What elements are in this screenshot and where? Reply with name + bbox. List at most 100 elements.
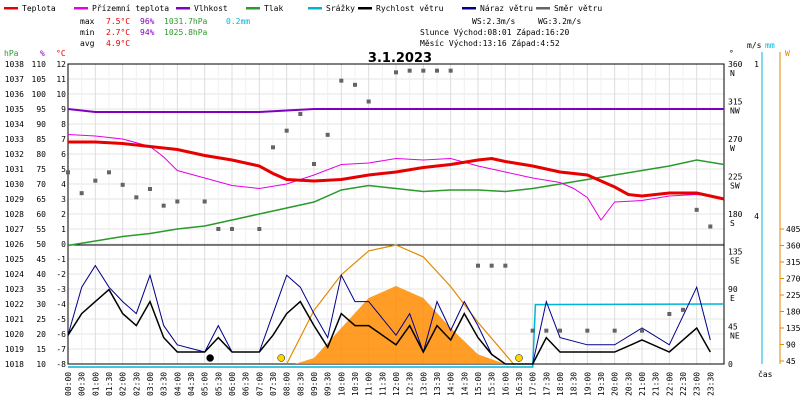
wind-dir-point [353,82,357,87]
tick-pct: 50 [36,240,46,249]
moon-marker [277,354,285,362]
tick-dir: 135 [728,248,743,257]
stat-max-press: 1031.7hPa [164,17,208,26]
wind-dir-point [66,170,70,175]
tick-time: 03:00 [146,372,155,396]
tick-ms: 4 [754,212,759,221]
tick-pct: 65 [36,195,46,204]
wind-dir-point [230,227,234,231]
tick-time: 09:30 [324,372,333,396]
stats-panel: max 7.5°C 96% 1031.7hPa 0.2mm min 2.7°C … [80,17,582,48]
tick-time: 02:30 [132,372,141,396]
wind-dir-point [694,207,699,212]
tick-pct: 35 [36,285,46,294]
legend-swatch [246,7,260,10]
wind-dir-point [312,162,316,166]
tick-temp: -3 [56,285,66,294]
tick-w: 315 [786,258,800,267]
stat-min-hum: 94% [140,28,155,37]
tick-hpa: 1033 [5,135,24,144]
tick-hpa: 1038 [5,60,24,69]
tick-time: 21:00 [638,372,647,396]
tick-time: 05:00 [201,372,210,396]
legend-swatch [176,7,190,10]
tick-hpa: 1034 [5,120,24,129]
tick-dir: 315 [728,98,743,107]
tick-time: 09:00 [310,372,319,396]
wind-dir-point [120,182,125,187]
unit-deg: ° [729,49,734,58]
wind-dir-point [544,328,549,333]
tick-hpa: 1030 [5,180,24,189]
tick-pct: 15 [36,345,46,354]
tick-hpa: 1020 [5,330,24,339]
tick-w: 180 [786,308,800,317]
tick-hpa: 1018 [5,360,24,369]
tick-hpa: 1025 [5,255,24,264]
tick-pct: 45 [36,255,46,264]
tick-hpa: 1026 [5,240,24,249]
legend-swatch [74,7,88,10]
tick-time: 21:30 [652,372,661,396]
tick-time: 02:00 [119,372,128,396]
wind-dir-point [681,307,685,312]
tick-time: 20:00 [611,372,620,396]
legend-label: Směr větru [554,4,602,13]
wind-dir-point [161,203,166,208]
stat-ws: WS:2.3m/s [472,17,516,26]
tick-time: 04:00 [173,372,182,396]
tick-temp: 8 [61,120,66,129]
legend: Teplota Přízemní teplota Vlhkost Tlak Srážky… [4,4,602,13]
solar-area [294,286,506,364]
tick-temp: -2 [56,270,66,279]
tick-dir: 270 [728,135,743,144]
tick-temp: 12 [56,60,66,69]
tick-time: 06:30 [242,372,251,396]
tick-time: 15:30 [488,372,497,396]
wind-dir-point [79,191,84,196]
tick-time: 23:00 [693,372,702,396]
tick-pct: 10 [36,360,46,369]
temperature-line [68,140,725,201]
unit-mm: mm [765,41,775,50]
tick-pct: 40 [36,270,46,279]
tick-time: 17:30 [542,372,551,396]
wind-dir-point [667,312,672,316]
tick-hpa: 1027 [5,225,24,234]
tick-time: 06:00 [228,372,237,396]
tick-pct: 20 [36,330,46,339]
tick-dir: 225 [728,173,743,182]
tick-time: 18:30 [570,372,579,396]
tick-temp: -1 [56,255,66,264]
wind-dir-point [93,178,98,183]
tick-dir: 360 [728,60,743,69]
tick-time: 10:00 [337,372,346,396]
stat-avg-label: avg [80,39,95,48]
wind-dir-point [325,132,330,137]
stat-max-hum: 96% [140,17,155,26]
tick-pct: 25 [36,315,46,324]
wind-dir-point [284,128,289,133]
tick-hpa: 1019 [5,345,24,354]
wind-dir-point [257,227,262,231]
rain-line [68,303,725,368]
tick-pct: 90 [36,120,46,129]
legend-label: Přízemní teplota [92,4,169,13]
tick-temp: 1 [61,225,66,234]
tick-time: 10:30 [351,372,360,396]
legend-label: Srážky [326,4,355,13]
unit-ms: m/s [747,41,762,50]
wind-dir-point [148,187,152,191]
tick-temp: 11 [56,75,66,84]
unit-w: W [785,49,790,58]
moon-marker [206,354,214,362]
tick-temp: -4 [56,300,66,309]
legend-label: Vlhkost [194,4,228,13]
tick-time: 15:00 [474,372,483,396]
tick-pct: 55 [36,225,46,234]
stat-moon: Měsíc Východ:13:16 Západ:4:52 [420,39,560,48]
tick-hpa: 1021 [5,315,24,324]
tick-pct: 95 [36,105,46,114]
tick-dir-name: SE [730,257,740,266]
chart-title: 3.1.2023 [368,51,432,66]
